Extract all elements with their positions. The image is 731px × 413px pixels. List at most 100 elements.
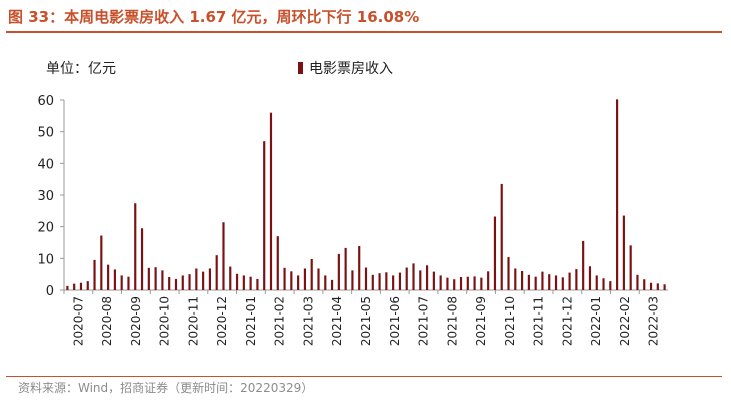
bar <box>521 271 524 290</box>
bar <box>425 265 429 290</box>
bar <box>527 274 530 290</box>
bar <box>317 268 320 290</box>
bar <box>215 255 218 290</box>
bar <box>446 277 449 290</box>
title-rule <box>6 31 722 33</box>
bar <box>330 279 334 290</box>
y-tick-label: 0 <box>46 284 54 299</box>
x-tick-label: 2021-04 <box>330 296 344 346</box>
bar <box>235 273 239 290</box>
x-tick-label: 2022-02 <box>618 296 632 346</box>
x-tick-label: 2021-03 <box>301 296 315 346</box>
bar <box>500 183 503 290</box>
y-tick-label: 50 <box>37 126 54 141</box>
x-tick-label: 2022-01 <box>589 296 603 346</box>
bar <box>290 271 293 290</box>
bar <box>337 253 340 290</box>
bar <box>324 275 327 290</box>
bar <box>398 272 402 290</box>
bar <box>358 245 361 290</box>
bar <box>168 277 171 290</box>
bar <box>195 268 198 290</box>
bar <box>622 215 625 290</box>
x-tick-label: 2021-11 <box>532 296 546 346</box>
x-tick-label: 2022-03 <box>647 296 661 346</box>
bar <box>588 266 592 290</box>
x-tick-label: 2020-08 <box>100 296 114 346</box>
bar <box>412 263 415 290</box>
bar <box>303 268 307 290</box>
x-tick-label: 2021-01 <box>244 296 258 346</box>
bar <box>385 272 388 290</box>
bar <box>93 259 96 290</box>
x-tick-label: 2021-06 <box>388 296 402 346</box>
bar <box>364 267 368 290</box>
bar <box>113 269 116 290</box>
bar <box>432 271 435 290</box>
x-tick-label: 2021-10 <box>503 296 517 346</box>
bar <box>439 275 442 290</box>
y-tick-label: 60 <box>37 94 54 109</box>
bar <box>616 99 619 291</box>
x-tick-label: 2020-07 <box>71 296 85 346</box>
bar <box>649 282 653 290</box>
bar <box>181 275 184 290</box>
bar <box>643 279 646 290</box>
bar <box>249 276 252 290</box>
y-unit-label: 单位：亿元 <box>46 61 116 77</box>
bar <box>514 268 517 290</box>
bar <box>636 274 639 290</box>
bar <box>602 278 605 290</box>
bar <box>276 236 279 290</box>
bar <box>208 268 211 290</box>
bar <box>154 267 157 290</box>
bar <box>473 276 476 290</box>
bar <box>147 267 150 290</box>
y-tick-label: 30 <box>37 189 54 204</box>
y-tick-label: 10 <box>37 252 54 267</box>
bar <box>554 275 558 290</box>
bar <box>392 275 395 290</box>
bar <box>66 285 69 290</box>
bar <box>541 271 544 290</box>
x-tick-label: 2021-07 <box>417 296 431 346</box>
figure-title: 图 33：本周电影票房收入 1.67 亿元，周环比下行 16.08% <box>8 8 420 26</box>
bar <box>663 284 666 290</box>
bar <box>507 257 510 290</box>
bar <box>263 141 266 290</box>
bar <box>466 276 469 290</box>
bar <box>222 222 225 290</box>
y-tick-label: 40 <box>37 157 54 172</box>
bar <box>629 245 632 290</box>
bar <box>568 272 571 290</box>
x-tick-label: 2021-09 <box>474 296 488 346</box>
bar <box>202 271 205 290</box>
bar <box>140 228 144 290</box>
source-note: 资料来源：Wind，招商证券（更新时间：20220329） <box>18 381 314 395</box>
bar <box>351 270 354 290</box>
footer-rule <box>6 376 722 377</box>
bar <box>582 240 585 290</box>
bar <box>134 203 137 290</box>
bar <box>609 281 612 290</box>
bar <box>419 270 422 290</box>
bar <box>548 274 551 290</box>
x-tick-label: 2020-12 <box>215 296 229 346</box>
x-tick-label: 2020-10 <box>158 296 172 346</box>
bar <box>344 247 347 290</box>
bar <box>188 274 191 290</box>
bar <box>534 276 537 290</box>
bar <box>297 275 300 290</box>
bar <box>107 264 110 290</box>
legend: 电影票房收入 <box>298 58 393 78</box>
bar <box>453 279 456 290</box>
bar <box>161 270 164 290</box>
bar <box>656 283 659 290</box>
bar <box>310 258 313 290</box>
bar <box>283 267 286 290</box>
y-tick-label: 20 <box>37 221 54 236</box>
bar <box>561 277 564 290</box>
x-tick-label: 2020-09 <box>129 296 143 346</box>
bar <box>256 278 259 290</box>
